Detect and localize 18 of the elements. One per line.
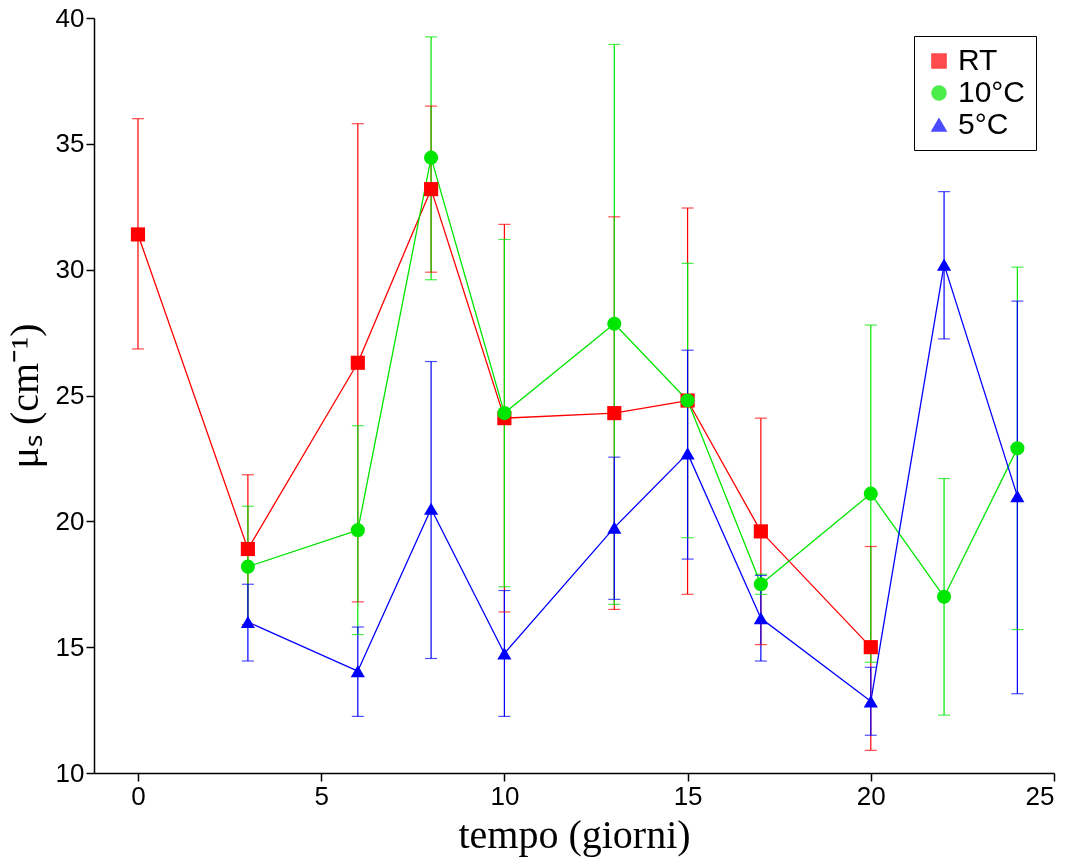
legend-label: 5°C: [958, 107, 1009, 140]
x-tick-label: 20: [856, 780, 886, 811]
x-tick-label: 25: [1025, 780, 1055, 811]
y-tick-label: 20: [55, 505, 85, 536]
y-tick-label: 25: [55, 380, 85, 410]
x-tick-label: 0: [131, 780, 146, 811]
x-tick-label: 15: [673, 780, 703, 811]
y-tick-label: 30: [55, 254, 85, 285]
y-tick-label: 35: [55, 128, 85, 159]
legend-label: RT: [958, 43, 998, 76]
x-axis-title: tempo (giorni): [458, 811, 691, 857]
y-tick-label: 40: [55, 2, 85, 33]
x-tick-label: 10: [490, 780, 520, 811]
y-axis-title: μₛ (cm⁻¹): [1, 323, 47, 469]
legend-label: 10°C: [958, 75, 1026, 108]
x-tick-label: 5: [314, 780, 329, 811]
y-tick-label: 10: [55, 757, 85, 788]
y-tick-label: 15: [55, 631, 85, 662]
